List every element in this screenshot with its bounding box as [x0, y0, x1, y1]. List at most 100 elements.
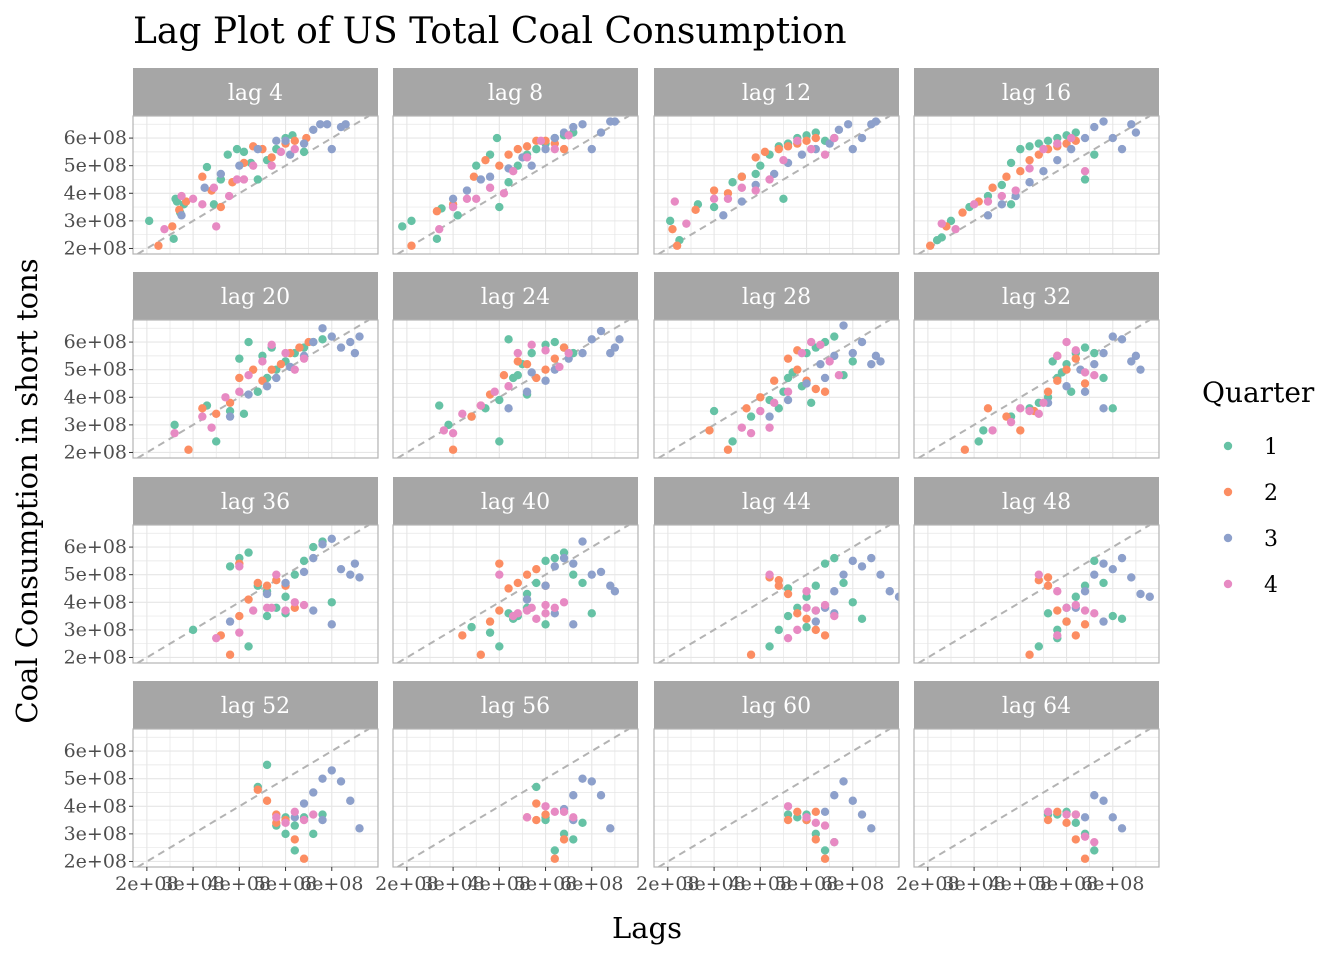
- data-point: [1053, 807, 1062, 816]
- data-point: [765, 642, 774, 651]
- data-point: [1117, 614, 1127, 624]
- data-point: [432, 207, 442, 216]
- data-point: [1090, 791, 1099, 800]
- data-point: [578, 537, 587, 546]
- reference-line: [918, 116, 1151, 254]
- data-point: [198, 404, 207, 413]
- data-point: [1080, 587, 1090, 596]
- data-points: [1025, 553, 1154, 659]
- data-point: [1080, 854, 1090, 863]
- data-point: [765, 423, 774, 432]
- x-tick-label: 4e+08: [468, 873, 531, 895]
- data-point: [848, 144, 857, 154]
- data-point: [871, 351, 881, 361]
- data-point: [299, 139, 309, 148]
- data-point: [223, 150, 232, 159]
- data-point: [1025, 164, 1034, 173]
- x-tick-label: 4e+08: [208, 873, 271, 895]
- data-point: [1080, 813, 1090, 822]
- data-point: [997, 180, 1007, 190]
- data-point: [1016, 167, 1025, 176]
- data-point: [244, 595, 253, 604]
- grid-lines: [133, 729, 378, 867]
- data-point: [504, 382, 513, 391]
- data-points: [925, 117, 1141, 250]
- data-point: [867, 359, 876, 369]
- data-point: [756, 161, 765, 170]
- data-point: [290, 570, 299, 579]
- data-point: [541, 581, 550, 590]
- reference-line: [658, 116, 891, 254]
- data-point: [1025, 155, 1034, 165]
- data-point: [341, 120, 350, 129]
- data-point: [1048, 357, 1057, 366]
- data-point: [811, 617, 820, 626]
- data-point: [244, 371, 253, 380]
- reference-line: [918, 525, 1151, 663]
- data-point: [235, 628, 244, 637]
- data-point: [235, 161, 244, 170]
- data-point: [281, 136, 290, 146]
- grid-lines: [914, 525, 1159, 663]
- data-point: [830, 791, 839, 800]
- data-point: [541, 556, 550, 566]
- data-point: [569, 791, 578, 800]
- data-point: [559, 553, 569, 563]
- data-point: [170, 428, 179, 438]
- data-point: [1099, 796, 1108, 805]
- facet-strip: [654, 272, 899, 320]
- data-point: [290, 821, 299, 830]
- data-point: [290, 144, 299, 154]
- data-point: [615, 335, 624, 344]
- data-points: [144, 120, 350, 250]
- data-point: [541, 600, 550, 610]
- data-point: [448, 445, 458, 454]
- data-point: [1117, 144, 1127, 154]
- data-point: [253, 387, 263, 396]
- x-tick-label: 3e+08: [942, 873, 1005, 895]
- data-point: [262, 796, 272, 805]
- data-point: [816, 359, 825, 369]
- data-point: [1043, 609, 1053, 618]
- data-point: [937, 219, 946, 228]
- data-point: [272, 373, 281, 383]
- data-point: [244, 337, 253, 347]
- legend-key: [1223, 487, 1233, 497]
- facet-strip: [914, 272, 1159, 320]
- data-point: [407, 241, 416, 250]
- data-point: [709, 202, 719, 212]
- data-point: [876, 357, 885, 366]
- data-point: [1090, 837, 1099, 847]
- grid-lines: [393, 320, 638, 458]
- data-point: [746, 650, 756, 659]
- data-point: [1127, 357, 1136, 366]
- data-point: [532, 799, 541, 808]
- panel-border: [653, 115, 900, 255]
- data-point: [262, 589, 272, 599]
- facet-strip: [393, 477, 638, 525]
- y-tick-label: 2e+08: [64, 646, 127, 668]
- data-point: [742, 404, 751, 413]
- data-point: [723, 194, 733, 203]
- data-point: [209, 183, 219, 192]
- data-point: [820, 854, 830, 863]
- facet-panel: lag 28: [653, 272, 900, 459]
- data-point: [1099, 578, 1108, 588]
- data-point: [198, 200, 207, 209]
- facet-strip: [393, 272, 638, 320]
- y-tick-label: 3e+08: [64, 210, 127, 232]
- data-point: [318, 324, 327, 333]
- data-point: [350, 348, 360, 358]
- data-point: [522, 153, 532, 162]
- data-point: [1117, 824, 1127, 833]
- data-point: [839, 570, 848, 579]
- data-point: [495, 642, 504, 651]
- data-point: [596, 791, 606, 800]
- data-point: [719, 211, 728, 220]
- data-point: [1099, 348, 1108, 358]
- data-point: [207, 423, 216, 432]
- data-point: [857, 133, 867, 143]
- data-point: [830, 332, 839, 341]
- data-point: [522, 142, 532, 151]
